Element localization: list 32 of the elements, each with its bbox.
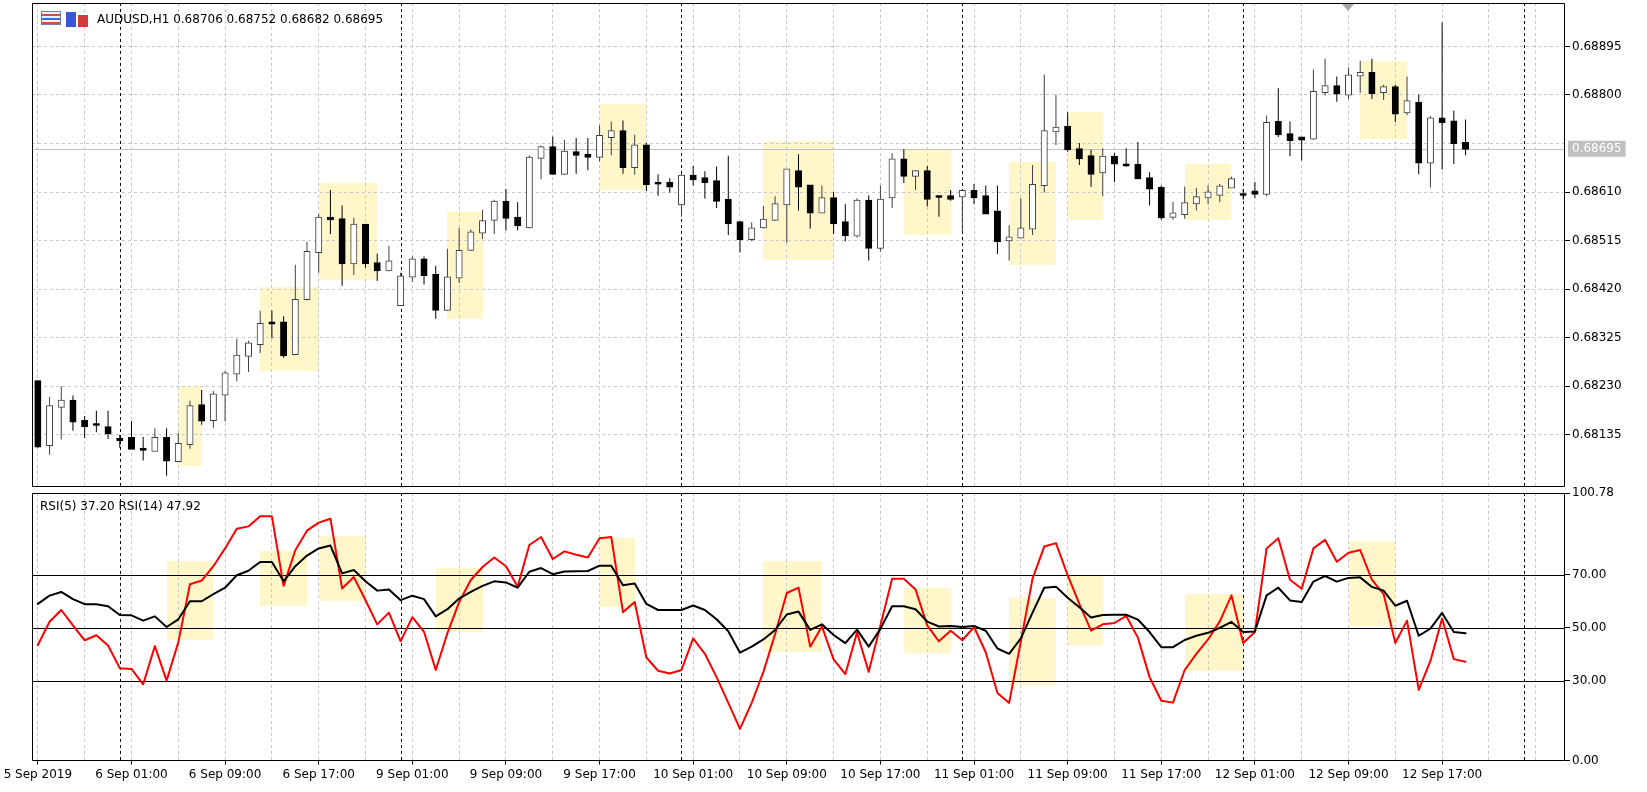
- x-tick-label: 9 Sep 17:00: [563, 766, 636, 781]
- x-tick-label: 10 Sep 09:00: [746, 766, 827, 781]
- x-tick-label: 11 Sep 01:00: [933, 766, 1015, 781]
- x-tick-label: 12 Sep 17:00: [1402, 766, 1483, 781]
- y-tick-label: 0.68800: [1572, 87, 1622, 102]
- x-tick-label: 6 Sep 01:00: [95, 766, 168, 781]
- y-tick-label: 50.00: [1572, 619, 1607, 634]
- x-tick-label: 6 Sep 17:00: [282, 766, 355, 781]
- y-tick-label: 30.00: [1572, 673, 1607, 687]
- y-tick-label: 70.00: [1572, 566, 1607, 581]
- x-tick-label: 10 Sep 17:00: [840, 766, 921, 781]
- x-tick-label: 11 Sep 17:00: [1121, 766, 1202, 781]
- y-tick-label: 0.68610: [1572, 184, 1622, 199]
- y-tick-label: 0.68420: [1572, 281, 1622, 296]
- x-tick-label: 9 Sep 01:00: [376, 766, 449, 781]
- y-tick-label: 100.78: [1572, 485, 1614, 500]
- x-tick-label: 6 Sep 09:00: [188, 766, 262, 781]
- x-tick-label: 5 Sep 2019: [3, 766, 73, 781]
- x-tick-label: 9 Sep 09:00: [469, 766, 543, 781]
- y-tick-label: 0.00: [1572, 752, 1599, 767]
- y-tick-label: 0.68515: [1572, 232, 1622, 247]
- x-tick-label: 10 Sep 01:00: [653, 766, 734, 781]
- text: AUDUSD,H1 0.68706 0.68752 0.68682 0.68695: [97, 11, 384, 26]
- y-tick-label: 0.68895: [1572, 38, 1622, 53]
- y-tick-label: 0.68230: [1572, 378, 1622, 393]
- x-tick-label: 12 Sep 09:00: [1308, 766, 1389, 781]
- y-tick-label: 0.68135: [1572, 426, 1622, 441]
- ref-line-label: 0.68695: [1572, 141, 1622, 156]
- y-tick-label: 0.68325: [1572, 329, 1622, 344]
- x-tick-label: 12 Sep 01:00: [1214, 766, 1295, 781]
- text: RSI(5) 37.20 RSI(14) 47.92: [40, 499, 201, 513]
- x-tick-label: 11 Sep 09:00: [1027, 766, 1108, 781]
